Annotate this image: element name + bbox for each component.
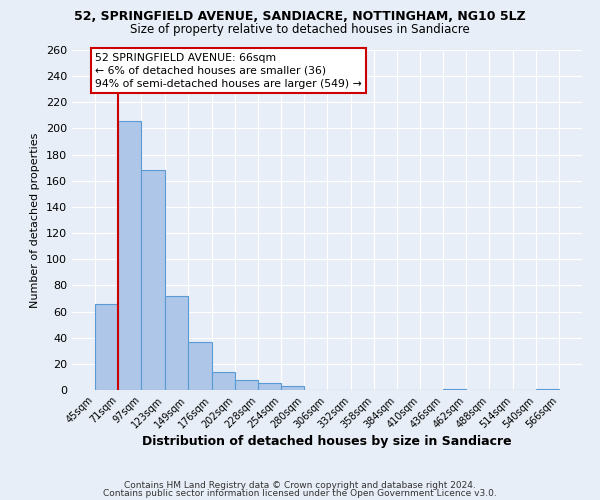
Bar xyxy=(258,384,281,390)
Bar xyxy=(235,380,258,390)
Bar xyxy=(536,388,559,390)
Bar xyxy=(142,170,164,390)
Text: 52 SPRINGFIELD AVENUE: 66sqm
← 6% of detached houses are smaller (36)
94% of sem: 52 SPRINGFIELD AVENUE: 66sqm ← 6% of det… xyxy=(95,52,362,89)
Bar xyxy=(443,388,466,390)
Text: 52, SPRINGFIELD AVENUE, SANDIACRE, NOTTINGHAM, NG10 5LZ: 52, SPRINGFIELD AVENUE, SANDIACRE, NOTTI… xyxy=(74,10,526,23)
Bar xyxy=(95,304,118,390)
Text: Contains HM Land Registry data © Crown copyright and database right 2024.: Contains HM Land Registry data © Crown c… xyxy=(124,481,476,490)
Y-axis label: Number of detached properties: Number of detached properties xyxy=(31,132,40,308)
Bar xyxy=(188,342,212,390)
Text: Contains public sector information licensed under the Open Government Licence v3: Contains public sector information licen… xyxy=(103,488,497,498)
Bar xyxy=(212,372,235,390)
Text: Size of property relative to detached houses in Sandiacre: Size of property relative to detached ho… xyxy=(130,22,470,36)
X-axis label: Distribution of detached houses by size in Sandiacre: Distribution of detached houses by size … xyxy=(142,436,512,448)
Bar xyxy=(164,296,188,390)
Bar xyxy=(118,120,142,390)
Bar xyxy=(281,386,304,390)
